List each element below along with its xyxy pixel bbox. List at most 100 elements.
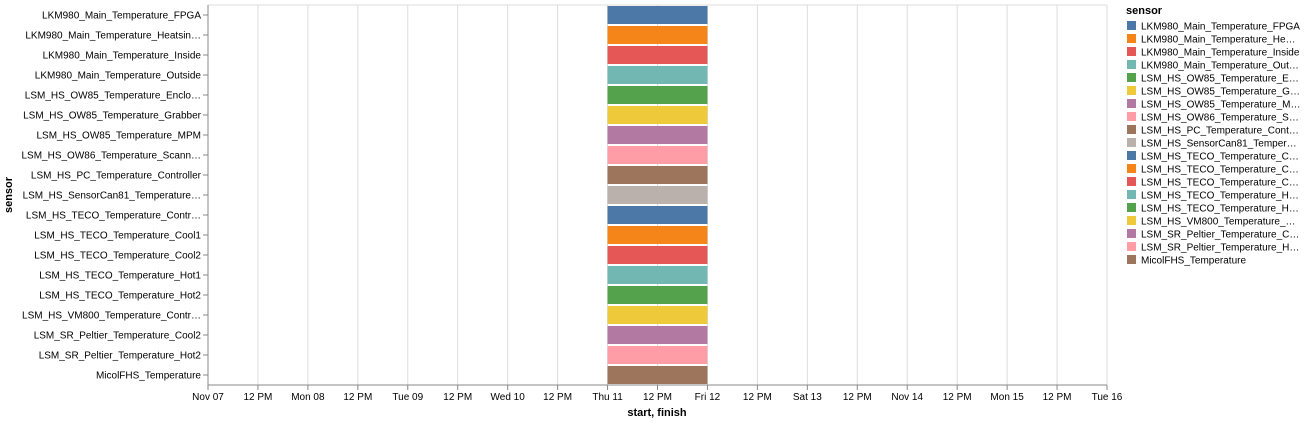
legend-swatch bbox=[1127, 86, 1136, 95]
legend-swatch bbox=[1127, 255, 1136, 264]
bar bbox=[607, 306, 708, 324]
y-tick-label: LSM_HS_TECO_Temperature_Cool2 bbox=[34, 251, 201, 262]
bar bbox=[607, 46, 708, 64]
y-tick-label: LSM_HS_OW85_Temperature_Enclo… bbox=[25, 91, 201, 102]
x-tick-label: 12 PM bbox=[843, 392, 872, 403]
legend-label: LKM980_Main_Temperature_He… bbox=[1141, 35, 1296, 46]
legend-swatch bbox=[1127, 47, 1136, 56]
x-tick-label: 12 PM bbox=[743, 392, 772, 403]
y-tick-label: LSM_HS_VM800_Temperature_Contr… bbox=[22, 311, 201, 322]
x-axis-title: start, finish bbox=[627, 407, 687, 419]
x-tick-label: 12 PM bbox=[443, 392, 472, 403]
legend-swatch bbox=[1127, 229, 1136, 238]
y-tick-label: MicolFHS_Temperature bbox=[96, 371, 201, 382]
legend-label: LSM_HS_OW85_Temperature_M… bbox=[1141, 100, 1301, 111]
legend-swatch bbox=[1127, 203, 1136, 212]
bar bbox=[607, 146, 708, 164]
y-tick-label: LKM980_Main_Temperature_Heatsin… bbox=[25, 31, 201, 42]
legend-swatch bbox=[1127, 151, 1136, 160]
x-tick-label: 12 PM bbox=[543, 392, 572, 403]
legend-swatch bbox=[1127, 216, 1136, 225]
bar bbox=[607, 226, 708, 244]
legend-title: sensor bbox=[1126, 5, 1163, 17]
x-tick-label: 12 PM bbox=[1043, 392, 1072, 403]
bar bbox=[607, 106, 708, 124]
y-axis-title: sensor bbox=[3, 176, 15, 213]
y-axis: LKM980_Main_Temperature_FPGA LKM980_Main_… bbox=[21, 5, 209, 385]
y-tick-label: LSM_SR_Peltier_Temperature_Cool2 bbox=[34, 331, 202, 342]
bar bbox=[607, 6, 708, 24]
y-tick-label: LSM_SR_Peltier_Temperature_Hot2 bbox=[39, 351, 202, 362]
legend-label: LSM_SR_Peltier_Temperature_C… bbox=[1141, 230, 1299, 241]
x-tick-label: Mon 08 bbox=[291, 392, 325, 403]
legend-label: LSM_HS_TECO_Temperature_C… bbox=[1141, 178, 1299, 189]
legend-swatch bbox=[1127, 34, 1136, 43]
bar bbox=[607, 346, 708, 364]
legend-swatch bbox=[1127, 21, 1136, 30]
legend-label: LSM_SR_Peltier_Temperature_H… bbox=[1141, 243, 1299, 254]
legend-swatch bbox=[1127, 125, 1136, 134]
y-tick-label: LSM_HS_OW86_Temperature_Scann… bbox=[21, 151, 201, 162]
x-tick-label: Thu 11 bbox=[592, 392, 623, 403]
x-tick-label: 12 PM bbox=[343, 392, 372, 403]
legend-swatch bbox=[1127, 177, 1136, 186]
legend-label: LSM_HS_PC_Temperature_Cont… bbox=[1141, 126, 1299, 137]
legend-label: LSM_HS_VM800_Temperature_… bbox=[1141, 217, 1296, 228]
legend-label: LKM980_Main_Temperature_FPGA bbox=[1141, 22, 1300, 33]
legend-swatch bbox=[1127, 190, 1136, 199]
bar bbox=[607, 86, 708, 104]
legend-label: LSM_HS_OW86_Temperature_S… bbox=[1141, 113, 1299, 124]
x-tick-label: Tue 16 bbox=[1092, 392, 1123, 403]
y-tick-label: LSM_HS_TECO_Temperature_Hot2 bbox=[39, 291, 201, 302]
x-tick-label: Tue 09 bbox=[392, 392, 423, 403]
x-axis: Nov 07 12 PM Mon 08 12 PM Tue 09 12 PM Wed 10 1… bbox=[192, 384, 1123, 403]
legend-label: LSM_HS_SensorCan81_Temper… bbox=[1141, 139, 1297, 150]
bar bbox=[607, 246, 708, 264]
bar bbox=[607, 266, 708, 284]
bar bbox=[607, 206, 708, 224]
y-tick-label: LSM_HS_TECO_Temperature_Hot1 bbox=[39, 271, 201, 282]
legend-label: LKM980_Main_Temperature_Out… bbox=[1141, 61, 1299, 72]
x-tick-label: 12 PM bbox=[643, 392, 672, 403]
x-tick-label: Fri 12 bbox=[695, 392, 721, 403]
legend-label: LSM_HS_OW85_Temperature_G… bbox=[1141, 87, 1300, 98]
x-tick-label: 12 PM bbox=[243, 392, 272, 403]
x-tick-label: Mon 15 bbox=[990, 392, 1024, 403]
x-tick-label: 12 PM bbox=[943, 392, 972, 403]
legend-swatch bbox=[1127, 112, 1136, 121]
legend-label: LSM_HS_TECO_Temperature_C… bbox=[1141, 152, 1299, 163]
legend-swatch bbox=[1127, 60, 1136, 69]
legend-swatch bbox=[1127, 164, 1136, 173]
legend-label: LSM_HS_TECO_Temperature_H… bbox=[1141, 204, 1299, 215]
bar bbox=[607, 66, 708, 84]
y-tick-label: LSM_HS_TECO_Temperature_Cool1 bbox=[34, 231, 201, 242]
y-tick-label: LSM_HS_OW85_Temperature_MPM bbox=[36, 131, 201, 142]
bar bbox=[607, 286, 708, 304]
bar bbox=[607, 166, 708, 184]
legend-swatch bbox=[1127, 242, 1136, 251]
bars bbox=[607, 6, 708, 384]
legend-label: LSM_HS_TECO_Temperature_H… bbox=[1141, 191, 1299, 202]
y-tick-label: LSM_HS_PC_Temperature_Controller bbox=[31, 171, 202, 182]
bar bbox=[607, 186, 708, 204]
legend-swatch bbox=[1127, 73, 1136, 82]
legend: sensor LKM980_Main_Temperature_FPGA LKM98… bbox=[1126, 5, 1301, 267]
legend-label: LSM_HS_TECO_Temperature_C… bbox=[1141, 165, 1299, 176]
y-tick-label: LKM980_Main_Temperature_Outside bbox=[35, 71, 202, 82]
y-tick-label: LSM_HS_SensorCan81_Temperature… bbox=[23, 191, 201, 202]
x-tick-label: Wed 10 bbox=[491, 392, 526, 403]
x-tick-label: Nov 14 bbox=[891, 392, 923, 403]
legend-swatch bbox=[1127, 138, 1136, 147]
y-tick-label: LKM980_Main_Temperature_Inside bbox=[43, 51, 202, 62]
bar bbox=[607, 26, 708, 44]
y-tick-label: LSM_HS_OW85_Temperature_Grabber bbox=[23, 111, 202, 122]
bar bbox=[607, 126, 708, 144]
legend-label: MicolFHS_Temperature bbox=[1141, 256, 1246, 267]
bar bbox=[607, 326, 708, 344]
legend-label: LSM_HS_OW85_Temperature_E… bbox=[1141, 74, 1299, 85]
x-tick-label: Sat 13 bbox=[793, 392, 822, 403]
legend-label: LKM980_Main_Temperature_Inside bbox=[1141, 48, 1300, 59]
y-tick-label: LKM980_Main_Temperature_FPGA bbox=[42, 11, 201, 22]
y-tick-label: LSM_HS_TECO_Temperature_Contr… bbox=[26, 211, 201, 222]
